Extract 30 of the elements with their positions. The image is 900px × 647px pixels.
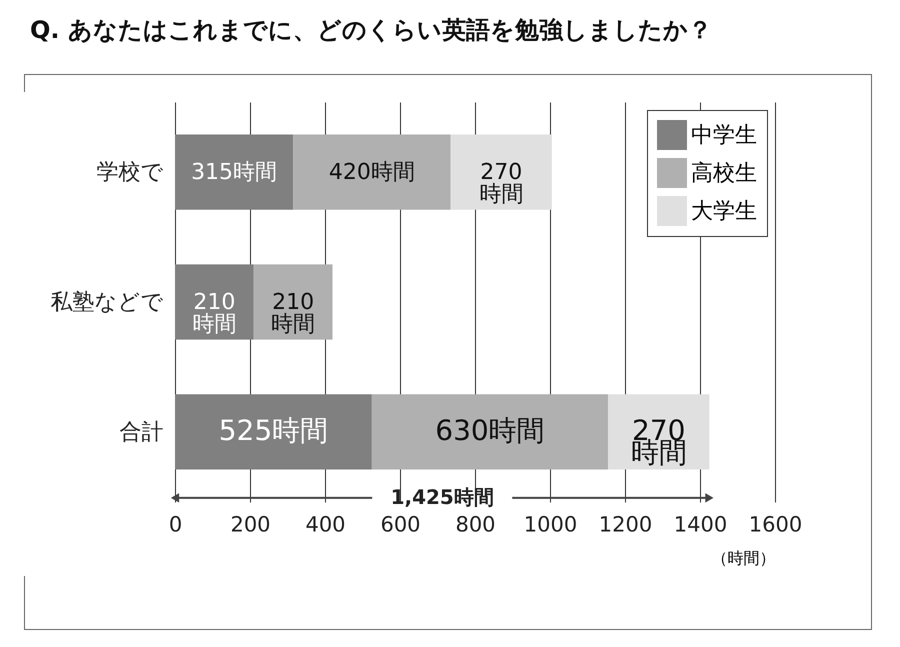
data-label: 630時間 bbox=[435, 414, 545, 447]
legend-label: 中学生 bbox=[691, 123, 757, 148]
x-tick-label: 800 bbox=[455, 512, 496, 536]
data-label: 270 時間 bbox=[479, 160, 524, 208]
data-label: 525時間 bbox=[218, 414, 328, 447]
x-tick-label: 1000 bbox=[524, 512, 578, 536]
x-tick-label: 1400 bbox=[674, 512, 728, 536]
data-label: 210 時間 bbox=[271, 290, 316, 337]
data-label: 315時間 bbox=[191, 160, 278, 186]
x-tick-label: 400 bbox=[305, 512, 346, 536]
x-tick-label: 1600 bbox=[748, 512, 802, 536]
legend-label: 高校生 bbox=[691, 161, 757, 186]
x-tick-label: 0 bbox=[168, 512, 182, 536]
y-tick-label: 学校で bbox=[96, 160, 164, 186]
x-tick-label: 1200 bbox=[598, 512, 652, 536]
chart-title: Q. あなたはこれまでに、どのくらい英語を勉強しましたか？ bbox=[30, 15, 712, 46]
data-label: 210 時間 bbox=[192, 290, 236, 337]
x-tick-label: 200 bbox=[230, 512, 271, 536]
bar bbox=[175, 134, 294, 210]
y-tick-label: 合計 bbox=[120, 420, 164, 445]
data-label: 270 時間 bbox=[630, 414, 687, 469]
data-label: 420時間 bbox=[328, 160, 415, 186]
y-tick-label: 私塾などで bbox=[50, 290, 164, 315]
x-tick-label: 600 bbox=[380, 512, 421, 536]
bar bbox=[293, 134, 451, 210]
bar bbox=[450, 134, 552, 210]
x-axis-title: （時間） bbox=[712, 548, 776, 568]
bar bbox=[372, 394, 608, 470]
bar bbox=[175, 394, 372, 470]
legend-label: 大学生 bbox=[691, 199, 757, 224]
